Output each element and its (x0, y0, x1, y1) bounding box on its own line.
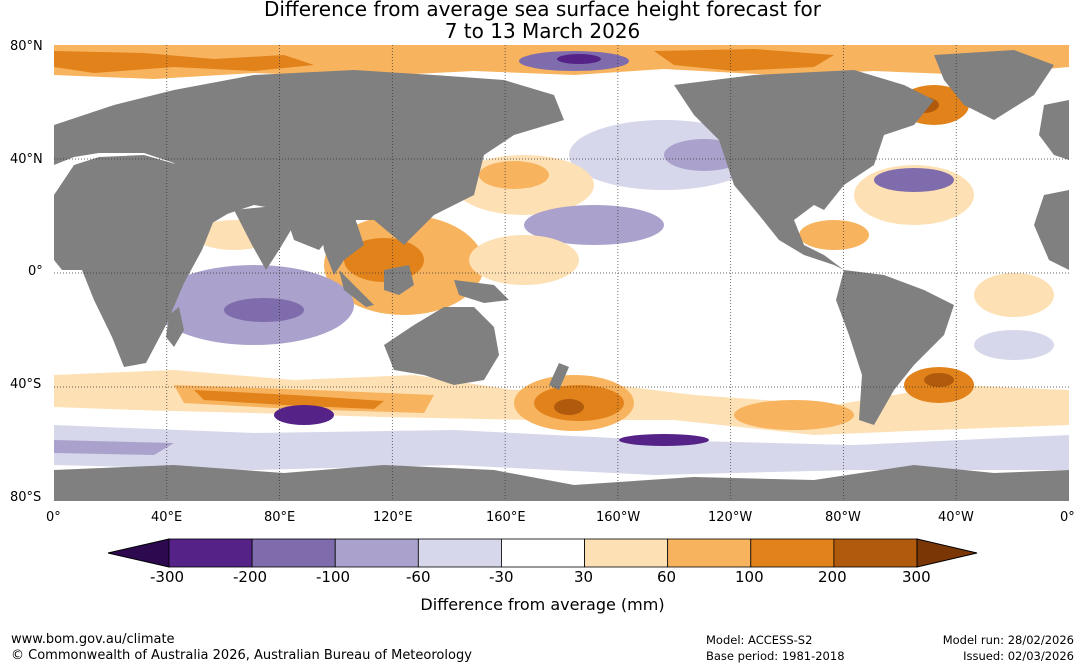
anomaly-central-pacific (524, 205, 664, 245)
anomaly-west-pacific (469, 235, 579, 285)
lon-label-40e: 40°E (151, 510, 183, 525)
colorbar-bin (667, 538, 752, 568)
colorbar-bin (584, 538, 669, 568)
colorbar-bin (168, 538, 253, 568)
anomaly-tasman-high-peak (554, 399, 584, 415)
land-western-europe (1039, 100, 1069, 160)
chart-title-line-2: 7 to 13 March 2026 (444, 19, 641, 43)
footer-base-period: Base period: 1981-2018 (706, 649, 845, 663)
lon-label-160e: 160°E (486, 510, 526, 525)
colorbar-bin (750, 538, 835, 568)
anomaly-caribbean-high (799, 220, 869, 250)
lon-label-80w: 80°W (825, 510, 861, 525)
colorbar-extend-min (107, 538, 170, 568)
lat-label-80s: 80°S (10, 490, 42, 505)
anomaly-arctic-warm-spots (54, 51, 314, 73)
footer-url: www.bom.gov.au/climate (11, 632, 175, 647)
colorbar-tick-label: -100 (316, 568, 351, 586)
colorbar-bins (168, 538, 918, 568)
footer-copyright: © Commonwealth of Australia 2026, Austra… (11, 648, 472, 663)
colorbar (107, 538, 978, 568)
footer-issued: Issued: 02/03/2026 (963, 649, 1074, 663)
colorbar-tick-label: 200 (818, 568, 847, 586)
lon-label-40w: 40°W (938, 510, 974, 525)
colorbar-tick-label: -30 (489, 568, 514, 586)
land-new-guinea (454, 280, 509, 303)
footer-model-run: Model run: 28/02/2026 (942, 633, 1074, 647)
colorbar-title: Difference from average (mm) (420, 595, 665, 614)
anomaly-gulf-stream-low (874, 168, 954, 192)
chart-title-line-1: Difference from average sea surface heig… (263, 0, 822, 21)
lon-label-160w: 160°W (596, 510, 641, 525)
anomaly-indian-ocean-low-core (224, 298, 304, 322)
land-south-america (836, 270, 954, 425)
anomaly-south-atlantic-peak (924, 373, 954, 387)
lat-label-equator: 0° (28, 264, 43, 279)
colorbar-bin (417, 538, 502, 568)
land-borneo (384, 265, 414, 295)
anomaly-patches (54, 45, 1069, 475)
colorbar-tick-label: 100 (735, 568, 764, 586)
anomaly-ross-sea-low (619, 434, 709, 446)
colorbar-bin (833, 538, 918, 568)
lon-label-0-right: 0° (1060, 510, 1075, 525)
lat-label-80n: 80°N (10, 39, 43, 54)
colorbar-bin (251, 538, 336, 568)
colorbar-extend-max (916, 538, 978, 568)
anomaly-arctic-east (654, 49, 834, 71)
land-new-zealand (549, 363, 569, 390)
lat-label-40n: 40°N (10, 152, 43, 167)
anomaly-equatorial-atlantic (974, 273, 1054, 317)
land-masses (54, 50, 1069, 501)
lon-label-120e: 120°E (373, 510, 413, 525)
anomaly-antarctic-low-core (54, 440, 174, 455)
land-greenland (934, 50, 1054, 120)
land-west-africa (1034, 190, 1069, 270)
colorbar-tick-label: 60 (657, 568, 677, 586)
anomaly-antarctic-low-band (54, 425, 1069, 475)
anomaly-kuroshio-high-core (479, 161, 549, 189)
anomaly-south-atlantic-low (974, 330, 1054, 360)
colorbar-tick-label: -300 (150, 568, 185, 586)
colorbar-bin (501, 538, 585, 568)
lon-label-0-left: 0° (46, 510, 61, 525)
colorbar-tick-label: -60 (406, 568, 431, 586)
lon-label-120w: 120°W (708, 510, 753, 525)
land-arabia (179, 165, 229, 225)
colorbar-tick-label: 300 (902, 568, 931, 586)
land-antarctica (54, 465, 1069, 501)
land-eurasia (54, 70, 564, 250)
land-indochina (319, 215, 364, 275)
sea-surface-height-map (54, 45, 1069, 501)
land-africa (54, 155, 214, 367)
graticule (54, 45, 1069, 501)
land-india (234, 205, 294, 270)
colorbar-tick-label: -200 (233, 568, 268, 586)
anomaly-south-indian-ridge (194, 390, 384, 409)
colorbar-bin (334, 538, 419, 568)
anomaly-south-indian-low (274, 405, 334, 425)
land-australia (384, 307, 499, 385)
anomaly-south-pacific-high (734, 400, 854, 430)
lon-label-80e: 80°E (264, 510, 296, 525)
footer-model: Model: ACCESS-S2 (706, 633, 813, 647)
lat-label-40s: 40°S (10, 377, 42, 392)
land-japan (442, 140, 466, 190)
land-north-america (674, 70, 934, 270)
anomaly-arctic-low-core (557, 54, 601, 64)
colorbar-tick-label: 30 (574, 568, 594, 586)
land-sumatra (339, 270, 374, 307)
land-madagascar (166, 307, 184, 347)
